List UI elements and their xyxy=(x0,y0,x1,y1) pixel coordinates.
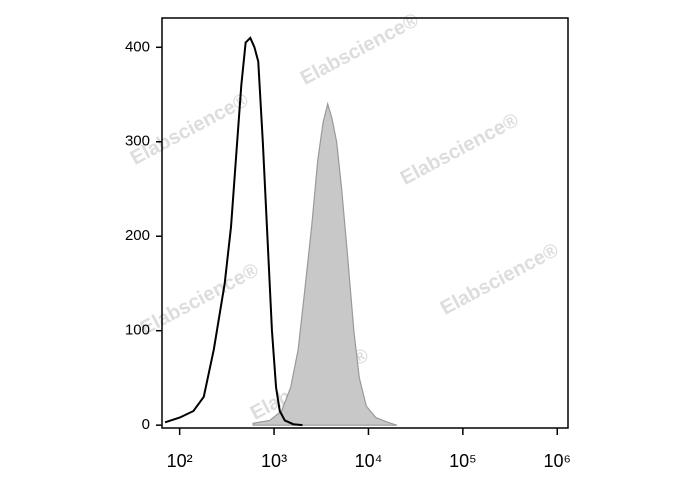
histogram-area xyxy=(252,101,398,426)
y-tick-label: 400 xyxy=(125,38,150,55)
x-tick-label: 10⁶ xyxy=(544,451,571,471)
plot-frame xyxy=(161,17,569,429)
watermark: Elabscience® xyxy=(437,239,563,320)
y-tick-label: 200 xyxy=(125,227,150,244)
watermark: Elabscience® xyxy=(127,89,253,170)
x-tick-label: 10³ xyxy=(261,451,287,471)
y-tick-label: 100 xyxy=(125,322,150,339)
x-tick-label: 10⁴ xyxy=(355,451,383,471)
x-tick-label: 10² xyxy=(167,451,193,471)
y-tick-label: 0 xyxy=(142,416,150,433)
x-tick-label: 10⁵ xyxy=(449,451,476,471)
y-tick-label: 300 xyxy=(125,133,150,150)
histogram-line xyxy=(164,36,303,427)
watermark: Elabscience® xyxy=(137,259,263,340)
watermark: Elabscience® xyxy=(397,109,523,190)
watermark: Elabscience® xyxy=(297,9,423,90)
